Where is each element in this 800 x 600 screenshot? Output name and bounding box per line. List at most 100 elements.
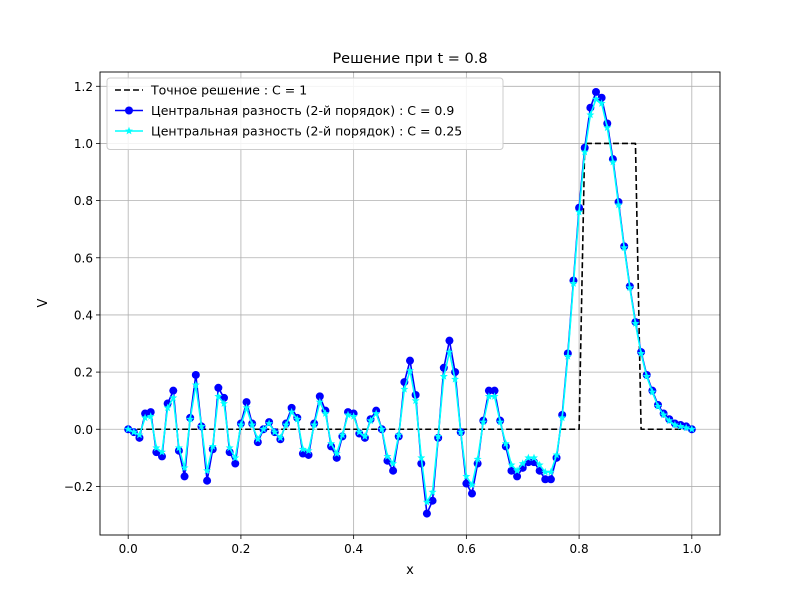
chart-title: Решение при t = 0.8 (332, 51, 487, 67)
series-2-point-39 (344, 410, 352, 419)
y-tick-label-0: −0.2 (64, 480, 93, 494)
series-line-0 (128, 142, 692, 431)
series-2-point-11 (186, 415, 195, 423)
series-2-point-42 (360, 432, 369, 440)
series-1-point-10 (180, 472, 189, 481)
series-2-point-55 (434, 432, 443, 440)
x-tick-label-3: 0.6 (457, 542, 476, 556)
series-2-point-64 (484, 392, 493, 400)
series-2-point-47 (389, 459, 398, 467)
legend-entry-0: Точное решение : C = 1 (150, 83, 307, 98)
y-axis-label: V (36, 298, 51, 307)
series-2-point-71 (524, 453, 533, 462)
series-2-point-30 (293, 415, 302, 423)
series-2-point-24 (259, 425, 268, 433)
series-2-point-70 (518, 459, 527, 467)
series-2-point-56 (439, 372, 448, 380)
legend-box (106, 77, 504, 150)
series-2-point-95 (659, 410, 668, 419)
series-1-point-68 (507, 466, 516, 475)
series-2-point-25 (265, 419, 274, 427)
series-2-point-86 (608, 157, 617, 166)
series-1-point-60 (462, 479, 471, 488)
series-2-point-59 (456, 427, 465, 436)
series-2-point-65 (490, 392, 499, 400)
series-2-point-16 (214, 392, 223, 400)
series-2-point-63 (479, 417, 488, 426)
series-2-point-73 (535, 460, 544, 469)
series-2-point-57 (445, 347, 454, 356)
x-axis-label: x (406, 563, 414, 578)
series-2-point-10 (180, 463, 189, 472)
series-1-point-50 (406, 356, 414, 365)
series-1-point-4 (146, 408, 155, 417)
series-2-point-60 (462, 472, 471, 480)
series-2-point-4 (146, 412, 155, 420)
series-2-point-2 (135, 430, 144, 439)
series-2-point-45 (377, 425, 386, 433)
y-tick-label-4: 0.6 (74, 251, 93, 265)
series-2-point-82 (586, 110, 595, 119)
series-1-point-54 (428, 496, 437, 505)
x-tick-label-4: 0.8 (570, 542, 589, 556)
legend-swatch-marker-1 (125, 106, 133, 115)
series-2-point-51 (411, 396, 420, 405)
series-2-point-75 (546, 467, 555, 476)
series-2-point-22 (248, 420, 257, 429)
series-2-point-94 (654, 402, 662, 410)
y-tick-label-5: 0.8 (74, 194, 93, 208)
series-2-point-32 (304, 446, 313, 455)
series-2-point-40 (349, 412, 358, 420)
series-2-point-54 (428, 487, 437, 496)
x-tick-label-2: 0.4 (344, 542, 363, 556)
series-1-point-69 (513, 472, 522, 481)
series-2-point-13 (197, 422, 206, 430)
series-2-point-41 (355, 427, 364, 436)
series-1-point-84 (597, 93, 606, 102)
series-1-point-65 (490, 386, 499, 395)
series-2-point-37 (332, 449, 341, 457)
series-2-point-80 (575, 207, 584, 216)
series-2-point-34 (315, 397, 324, 406)
series-2-point-12 (191, 380, 200, 389)
series-2-point-14 (203, 466, 212, 475)
series-2-point-33 (310, 420, 319, 429)
series-2-point-29 (287, 407, 296, 416)
series-2-point-76 (552, 450, 561, 459)
series-2-point-97 (670, 420, 679, 429)
series-2-point-85 (603, 123, 612, 132)
series-2-point-35 (321, 409, 330, 417)
series-2-point-44 (372, 409, 381, 417)
series-2-point-62 (473, 455, 482, 463)
legend-swatch-marker-2 (125, 126, 133, 135)
series-2-point-61 (468, 480, 476, 489)
series-2-point-52 (417, 453, 426, 462)
series-2-point-43 (366, 416, 375, 425)
series-2-point-3 (141, 413, 150, 422)
series-2-point-91 (637, 349, 646, 357)
series-2-point-58 (451, 375, 460, 383)
series-1-point-16 (214, 383, 223, 392)
series-2-point-68 (507, 460, 516, 469)
series-2-point-5 (152, 443, 161, 452)
series-1-point-19 (231, 459, 240, 468)
series-1-point-83 (592, 88, 600, 97)
series-2-point-66 (496, 417, 505, 426)
series-2-point-18 (225, 443, 234, 452)
series-2-point-21 (242, 403, 251, 412)
series-2-point-9 (174, 443, 183, 452)
series-2-point-28 (282, 420, 290, 429)
series-2-point-100 (687, 425, 696, 433)
series-2-point-27 (276, 433, 285, 442)
x-tick-label-5: 1.0 (682, 542, 701, 556)
series-2-point-67 (501, 439, 510, 447)
series-2-point-72 (530, 453, 538, 462)
series-1-point-29 (287, 403, 296, 412)
x-tick-label-1: 0.2 (231, 542, 250, 556)
series-2-point-15 (208, 442, 217, 450)
series-1-point-57 (445, 336, 454, 345)
y-tick-label-2: 0.2 (74, 366, 93, 380)
legend-entry-1: Центральная разность (2-й порядок) : C =… (151, 103, 454, 118)
series-2-point-50 (406, 366, 414, 375)
series-2-point-87 (614, 200, 623, 209)
